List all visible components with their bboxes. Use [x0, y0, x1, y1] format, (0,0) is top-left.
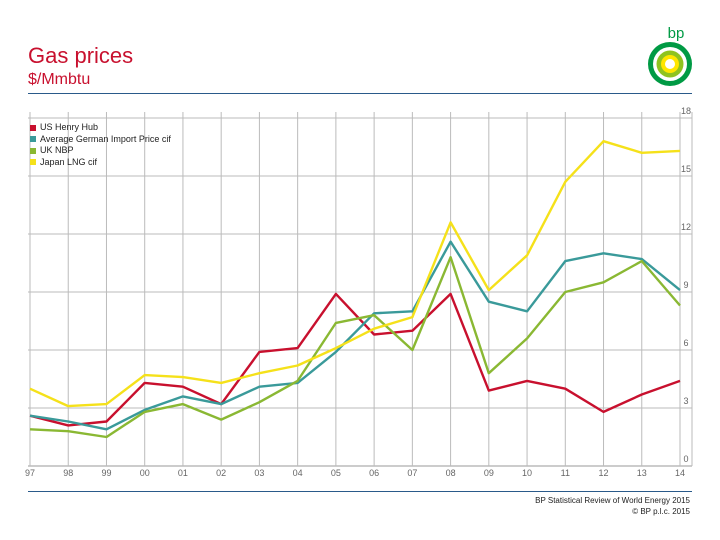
- x-tick-label: 09: [484, 468, 494, 478]
- x-tick-label: 11: [561, 468, 570, 478]
- bp-logo: bp: [646, 22, 694, 88]
- legend-item: Japan LNG cif: [30, 157, 171, 169]
- x-tick-label: 01: [178, 468, 188, 478]
- legend-label: UK NBP: [40, 145, 74, 155]
- footer-line-1: BP Statistical Review of World Energy 20…: [535, 496, 690, 505]
- x-tick-label: 04: [293, 468, 303, 478]
- x-axis-ticks: 97 98 99 00 01 02 03 04 05 06 07 08 09 10 11 12 13 14: [25, 468, 685, 478]
- chart-legend: US Henry Hub Average German Import Price …: [30, 122, 171, 168]
- x-tick-label: 98: [63, 468, 73, 478]
- x-tick-label: 05: [331, 468, 341, 478]
- y-tick-label: 0: [683, 454, 688, 464]
- helios-icon: bp: [648, 25, 692, 86]
- x-tick-label: 12: [599, 468, 609, 478]
- legend-swatch: [30, 124, 36, 131]
- legend-item: UK NBP: [30, 145, 171, 157]
- y-tick-label: 6: [683, 338, 688, 348]
- y-tick-label: 15: [681, 164, 691, 174]
- y-tick-label: 18: [681, 106, 691, 116]
- series-line-2: [29, 256, 681, 439]
- x-tick-label: 06: [369, 468, 379, 478]
- y-tick-label: 3: [683, 396, 688, 406]
- logo-text: bp: [668, 25, 685, 42]
- legend-item: Average German Import Price cif: [30, 134, 171, 146]
- x-tick-label: 07: [407, 468, 417, 478]
- footer-source: BP Statistical Review of World Energy 20…: [535, 495, 690, 517]
- y-axis-ticks: 0 3 6 9 12 15 18: [681, 106, 691, 464]
- legend-label: Japan LNG cif: [40, 156, 98, 167]
- x-tick-label: 10: [522, 468, 532, 478]
- legend-label: US Henry Hub: [40, 122, 99, 132]
- chart-series: [29, 139, 681, 439]
- legend-swatch: [30, 147, 36, 154]
- series-line-3: [29, 139, 681, 408]
- y-tick-label: 12: [681, 222, 691, 232]
- x-tick-label: 08: [446, 468, 456, 478]
- footer-divider: [28, 491, 692, 492]
- legend-item: US Henry Hub: [30, 122, 171, 134]
- x-tick-label: 13: [637, 468, 647, 478]
- x-tick-label: 14: [675, 468, 685, 478]
- y-tick-label: 9: [683, 280, 688, 290]
- x-tick-label: 02: [216, 468, 226, 478]
- page-subtitle: $/Mmbtu: [28, 71, 91, 88]
- legend-label: Average German Import Price cif: [40, 133, 171, 144]
- legend-swatch: [30, 136, 36, 143]
- chart-grid: [28, 112, 693, 467]
- x-tick-label: 00: [140, 468, 150, 478]
- x-tick-label: 99: [101, 468, 111, 478]
- footer-line-2: © BP p.l.c. 2015: [632, 507, 690, 516]
- legend-swatch: [30, 159, 36, 166]
- header-divider: [28, 93, 692, 94]
- x-tick-label: 03: [254, 468, 264, 478]
- series-line-0: [29, 292, 681, 427]
- series-line-1: [29, 240, 681, 431]
- page-title: Gas prices: [28, 43, 134, 68]
- x-tick-label: 97: [25, 468, 35, 478]
